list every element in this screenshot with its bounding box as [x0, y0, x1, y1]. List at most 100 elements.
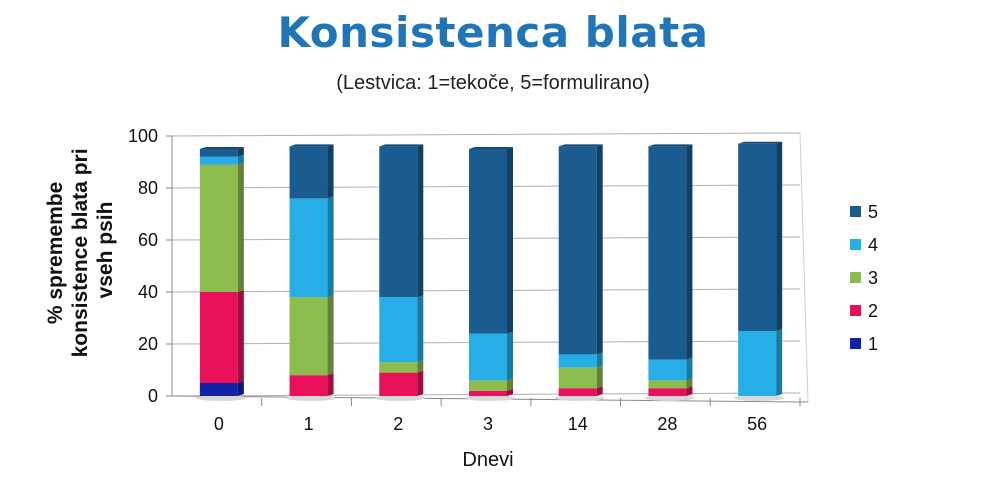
bar-segment — [289, 196, 334, 298]
bar-segment-side — [237, 381, 244, 396]
bar-segment-front — [469, 149, 507, 334]
bar-segment — [648, 378, 693, 389]
bar-segment — [379, 295, 424, 363]
y-axis-title-line-3: vseh psih — [94, 202, 117, 299]
y-axis-title-line-1: % spremembe — [44, 182, 67, 324]
bar-top-face — [199, 147, 244, 149]
bar-segment — [379, 360, 424, 373]
bar-segment-front — [558, 388, 597, 396]
legend-item: 4 — [850, 235, 878, 255]
bar-top-face — [558, 144, 603, 147]
x-tick-label: 3 — [483, 414, 493, 434]
y-tick-label: 0 — [148, 386, 158, 406]
bar-segment-front — [199, 164, 238, 292]
bar-segment — [289, 144, 334, 199]
bar-segment-side — [417, 295, 424, 363]
bar-segment-side — [596, 365, 603, 389]
bar-segment — [558, 386, 603, 396]
bar-segment-side — [686, 144, 693, 360]
bar-segment-side — [776, 329, 783, 396]
bar-segment-side — [237, 147, 244, 157]
y-axis-title: % spremembe konsistence blata pri vseh p… — [44, 143, 117, 358]
bar-segment — [379, 144, 424, 298]
legend-item: 1 — [850, 334, 878, 354]
bar-top-face — [379, 144, 424, 147]
bar-segment-front — [648, 359, 687, 381]
bar-segment — [289, 295, 334, 376]
bar-segment-front — [648, 380, 687, 389]
x-tick-label: 28 — [657, 414, 677, 434]
bar-segment — [469, 378, 513, 391]
bar-segment-side — [507, 331, 513, 381]
bar-segment-side — [237, 154, 244, 165]
bar-segment — [469, 388, 513, 396]
bar-segment-front — [558, 146, 597, 355]
y-axis-title-line-2: konsistence blata pri — [69, 148, 92, 357]
bar-segment-front — [289, 198, 328, 298]
bar-segment-front — [738, 331, 777, 396]
bar-segment — [379, 370, 424, 396]
bar-segment-side — [417, 370, 424, 396]
x-tick-label: 2 — [393, 414, 403, 434]
bar-segment-front — [199, 149, 238, 157]
x-tick-label: 0 — [214, 414, 224, 434]
bar-segment-front — [469, 390, 507, 396]
bar-segment — [648, 144, 693, 360]
bar-segment-side — [596, 386, 603, 396]
bar-segment-front — [289, 297, 328, 376]
x-axis-title: Dnevi — [462, 449, 513, 471]
bar-segment — [199, 162, 244, 292]
legend-label: 3 — [868, 268, 878, 288]
bar-segment-front — [738, 143, 777, 331]
bar-segment-side — [507, 147, 513, 334]
bar-segment — [199, 381, 244, 396]
bar-shadow — [285, 395, 336, 401]
bar-segment — [199, 147, 244, 157]
x-tick-labels: 0 1 2 3 14 28 56 — [214, 414, 767, 434]
x-tick-label: 14 — [568, 414, 588, 434]
legend-label: 1 — [868, 334, 878, 354]
bar-top-face — [738, 141, 783, 144]
bar-segment-front — [648, 146, 687, 360]
bar-segment-front — [379, 297, 418, 363]
bar-shadow — [465, 395, 515, 401]
bar-segment — [469, 331, 513, 381]
bar-segment-side — [686, 386, 693, 396]
bar-segment — [199, 154, 244, 165]
bar-segment-front — [379, 146, 418, 298]
bar-segment-front — [289, 146, 328, 199]
bar-segment-front — [648, 388, 687, 396]
legend-label: 2 — [868, 301, 878, 321]
legend-item: 2 — [850, 301, 878, 321]
y-tick-label: 60 — [138, 230, 158, 250]
bar-segment-side — [507, 378, 513, 391]
bar-segment-side — [686, 378, 693, 389]
bar-segment — [558, 144, 603, 355]
legend-swatch — [850, 305, 861, 316]
legend-swatch — [850, 206, 861, 217]
bar-segment-side — [507, 388, 513, 396]
bar-segment — [469, 147, 513, 334]
legend-swatch — [850, 239, 861, 250]
bar-top-face — [469, 147, 513, 149]
bar-segment-side — [327, 144, 334, 199]
bar-segment-front — [199, 292, 238, 383]
bar-segment-side — [327, 373, 334, 396]
chart-title: Konsistenca blata — [277, 8, 709, 57]
x-tick-label: 1 — [304, 414, 314, 434]
bar-segment — [648, 386, 693, 396]
bar-segment-front — [558, 367, 597, 389]
bar-segment-side — [327, 196, 334, 298]
y-tick-label: 80 — [138, 178, 158, 198]
bar-segment-front — [379, 372, 418, 396]
bar-top-face — [648, 144, 693, 147]
bar-segment-side — [596, 352, 603, 368]
bar-segment-side — [327, 295, 334, 376]
bar-segment-side — [596, 144, 603, 355]
bar-segment-side — [776, 141, 783, 331]
y-tick-label: 100 — [128, 126, 158, 146]
legend-item: 3 — [850, 268, 878, 288]
x-tick-label: 56 — [747, 414, 767, 434]
bars — [195, 141, 785, 401]
bar-segment-front — [199, 383, 238, 396]
